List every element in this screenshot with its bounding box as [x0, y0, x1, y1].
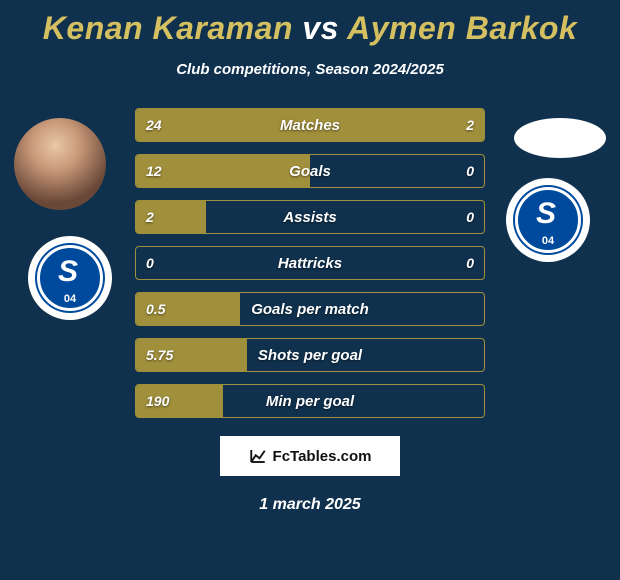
stat-label: Assists	[136, 201, 484, 233]
vs-label: vs	[302, 10, 339, 46]
badge-letter: S	[536, 197, 556, 231]
player1-club-badge: S 04	[28, 236, 112, 320]
stat-row: 0Hattricks0	[135, 246, 485, 280]
player1-name: Kenan Karaman	[43, 10, 293, 46]
stat-value-right: 2	[466, 109, 474, 141]
stat-value-right: 0	[466, 201, 474, 233]
schalke-badge-icon: S 04	[513, 185, 583, 255]
stat-row: 24Matches2	[135, 108, 485, 142]
stat-value-right: 0	[466, 155, 474, 187]
stat-label: Shots per goal	[136, 339, 484, 371]
badge-number: 04	[542, 235, 554, 247]
stat-label: Hattricks	[136, 247, 484, 279]
stat-label: Goals	[136, 155, 484, 187]
stat-row: 12Goals0	[135, 154, 485, 188]
comparison-bars: 24Matches212Goals02Assists00Hattricks00.…	[135, 108, 485, 418]
stat-row: 5.75Shots per goal	[135, 338, 485, 372]
attribution-badge: FcTables.com	[220, 436, 400, 476]
attribution-text: FcTables.com	[273, 448, 372, 465]
stat-row: 190Min per goal	[135, 384, 485, 418]
chart-icon	[249, 447, 267, 465]
comparison-title: Kenan Karaman vs Aymen Barkok	[0, 0, 620, 47]
player2-club-badge: S 04	[506, 178, 590, 262]
stat-row: 0.5Goals per match	[135, 292, 485, 326]
stat-label: Goals per match	[136, 293, 484, 325]
badge-letter: S	[58, 255, 78, 289]
schalke-badge-icon: S 04	[35, 243, 105, 313]
stat-label: Matches	[136, 109, 484, 141]
subtitle: Club competitions, Season 2024/2025	[0, 61, 620, 78]
badge-number: 04	[64, 293, 76, 305]
player1-photo	[14, 118, 106, 210]
player2-photo	[514, 118, 606, 158]
stat-label: Min per goal	[136, 385, 484, 417]
stat-value-right: 0	[466, 247, 474, 279]
player2-name: Aymen Barkok	[347, 10, 577, 46]
date-label: 1 march 2025	[0, 496, 620, 514]
stat-row: 2Assists0	[135, 200, 485, 234]
